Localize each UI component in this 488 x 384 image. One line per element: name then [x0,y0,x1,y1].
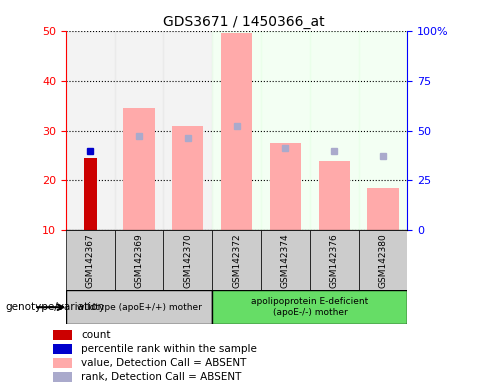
Text: GSM142372: GSM142372 [232,233,241,288]
Bar [66,230,115,290]
Bar [163,31,212,230]
Bar [53,358,72,368]
Bar [319,161,350,230]
Bar [172,126,203,230]
Text: GSM142370: GSM142370 [183,233,192,288]
Bar [212,290,407,324]
Bar [123,108,155,230]
Bar [66,31,115,230]
Bar [115,31,163,230]
Bar [310,230,359,290]
Text: GSM142376: GSM142376 [330,233,339,288]
Bar [212,31,261,230]
Text: genotype/variation: genotype/variation [5,302,104,312]
Text: GSM142367: GSM142367 [86,233,95,288]
Text: count: count [81,330,110,340]
Text: percentile rank within the sample: percentile rank within the sample [81,344,257,354]
Bar [53,372,72,382]
Text: rank, Detection Call = ABSENT: rank, Detection Call = ABSENT [81,372,242,382]
Bar [221,33,252,230]
Bar [84,158,97,230]
Bar [270,143,301,230]
Text: apolipoprotein E-deficient
(apoE-/-) mother: apolipoprotein E-deficient (apoE-/-) mot… [251,298,368,317]
Text: GSM142369: GSM142369 [135,233,143,288]
Bar [115,230,163,290]
Text: value, Detection Call = ABSENT: value, Detection Call = ABSENT [81,358,246,368]
Bar [359,230,407,290]
Text: wildtype (apoE+/+) mother: wildtype (apoE+/+) mother [77,303,202,312]
Text: GDS3671 / 1450366_at: GDS3671 / 1450366_at [163,15,325,29]
Bar [66,290,212,324]
Bar [261,31,310,230]
Bar [310,31,359,230]
Text: GSM142380: GSM142380 [379,233,387,288]
Bar [359,31,407,230]
Bar [367,188,399,230]
Bar [53,330,72,340]
Bar [163,230,212,290]
Bar [53,344,72,354]
Bar [212,230,261,290]
Text: GSM142374: GSM142374 [281,233,290,288]
Bar [261,230,310,290]
